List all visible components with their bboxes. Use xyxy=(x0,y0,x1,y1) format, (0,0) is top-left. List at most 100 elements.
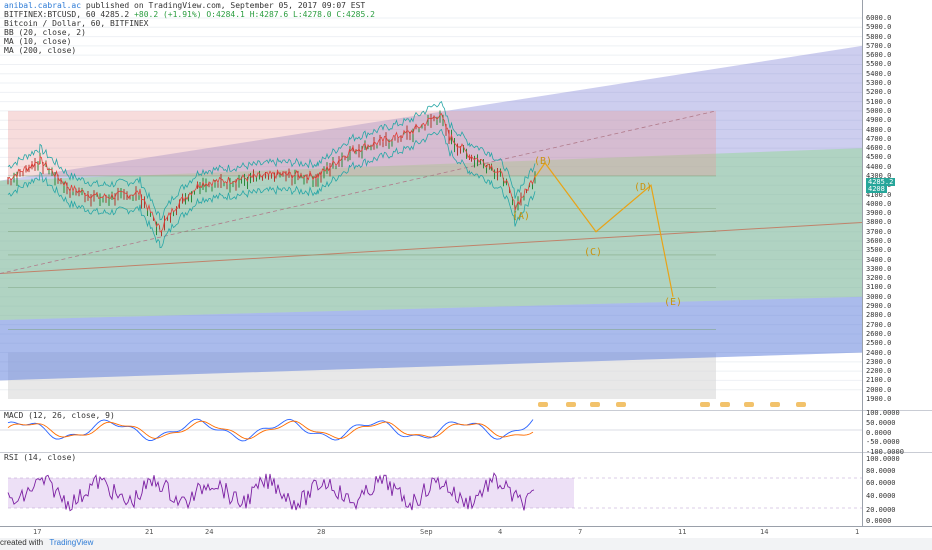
price-tick-label: 5300.0 xyxy=(866,79,892,88)
event-marker xyxy=(566,402,576,407)
event-marker xyxy=(616,402,626,407)
macd-pane[interactable] xyxy=(0,410,862,452)
wave-label-c: (C) xyxy=(584,247,603,258)
price-tick-label: 2300.0 xyxy=(866,357,892,366)
footer: created with TradingView xyxy=(0,538,932,550)
time-tick-label: 24 xyxy=(205,528,214,536)
author-link[interactable]: anibal.cabral.ac xyxy=(4,1,82,10)
pane-divider[interactable] xyxy=(0,452,932,453)
last-price: 4285.2 xyxy=(100,10,130,19)
time-tick-label: 17 xyxy=(33,528,42,536)
time-axis[interactable] xyxy=(0,526,932,539)
price-tick-label: 4700.0 xyxy=(866,134,892,143)
time-tick-label: 14 xyxy=(760,528,769,536)
price-tick-label: 4100.0 xyxy=(866,190,892,199)
price-tick-label: 5900.0 xyxy=(866,23,892,32)
event-marker xyxy=(744,402,754,407)
pitchfork-green-zone xyxy=(0,148,862,321)
rsi-tick-label: 0.0000 xyxy=(866,517,892,525)
time-tick-label: 1 xyxy=(855,528,860,536)
macd-tick-label: 50.0000 xyxy=(866,419,896,427)
wave-projection-line xyxy=(534,161,674,297)
rsi-band xyxy=(8,478,574,508)
price-tick-label: 5800.0 xyxy=(866,32,892,41)
price-tick-label: 4600.0 xyxy=(866,144,892,153)
price-axis[interactable] xyxy=(862,0,932,526)
price-tick-label: 6000.0 xyxy=(866,14,892,22)
price-tick-label: 3200.0 xyxy=(866,274,892,283)
ohlc-values: O:4284.1 H:4287.6 L:4278.0 C:4285.2 xyxy=(206,10,375,19)
publish-info: anibal.cabral.ac published on TradingVie… xyxy=(4,1,365,10)
price-tick-label: 4400.0 xyxy=(866,162,892,171)
price-tick-label: 3100.0 xyxy=(866,283,892,292)
indicator-ma200[interactable]: MA (200, close) xyxy=(4,46,77,55)
time-tick-label: 7 xyxy=(578,528,583,536)
price-tick-label: 5100.0 xyxy=(866,97,892,106)
price-tick-label: 4300.0 xyxy=(866,171,892,180)
ma10-line xyxy=(7,113,536,233)
change-value: +80.2 (+1.91%) xyxy=(134,10,202,19)
macd-line xyxy=(7,418,534,442)
price-tick-label: 5600.0 xyxy=(866,51,892,60)
indicator-ma10[interactable]: MA (10, close) xyxy=(4,37,72,46)
price-tick-label: 2900.0 xyxy=(866,302,892,311)
time-tick-label: Sep xyxy=(420,528,433,536)
price-tick-label: 3600.0 xyxy=(866,237,892,246)
wave-label-d: (D) xyxy=(634,182,653,193)
last-price-tag: 4285.2 xyxy=(866,178,896,186)
rsi-chart xyxy=(7,472,862,512)
wave-label-e: (E) xyxy=(664,297,683,308)
price-tick-label: 2800.0 xyxy=(866,311,892,320)
macd-tick-label: -100.0000 xyxy=(866,448,904,456)
price-tick-label: 2600.0 xyxy=(866,329,892,338)
time-tick-label: 21 xyxy=(145,528,154,536)
price-tick-label: 3500.0 xyxy=(866,246,892,255)
time-tick-label: 28 xyxy=(317,528,326,536)
price-tick-label: 2700.0 xyxy=(866,320,892,329)
price-chart-pane[interactable] xyxy=(0,0,862,410)
ma-price-tag: 4208 xyxy=(866,185,887,193)
macd-label[interactable]: MACD (12, 26, close, 9) xyxy=(4,411,115,420)
price-tick-label: 1900.0 xyxy=(866,395,892,403)
price-chart xyxy=(0,17,862,407)
price-tick-label: 4900.0 xyxy=(866,116,892,125)
event-marker xyxy=(770,402,780,407)
price-tick-label: 3400.0 xyxy=(866,255,892,264)
ticker-line: BITFINEX:BTCUSD, 60 4285.2 +80.2 (+1.91%… xyxy=(4,10,375,19)
event-marker xyxy=(538,402,548,407)
price-tick-label: 2400.0 xyxy=(866,348,892,357)
rsi-pane[interactable] xyxy=(0,452,862,526)
trend-dashed-line xyxy=(0,110,717,274)
pitchfork-outer-channel xyxy=(0,45,862,381)
time-tick-label: 11 xyxy=(678,528,687,536)
price-tick-label: 3800.0 xyxy=(866,218,892,227)
projection-zone xyxy=(8,352,716,399)
indicator-bb[interactable]: BB (20, close, 2) xyxy=(4,28,86,37)
rsi-tick-label: 20.0000 xyxy=(866,506,896,514)
price-tick-label: 4000.0 xyxy=(866,199,892,208)
price-tick-label: 5500.0 xyxy=(866,60,892,69)
price-tick-label: 3900.0 xyxy=(866,209,892,218)
macd-tick-label: 0.0000 xyxy=(866,429,892,437)
time-tick-label: 4 xyxy=(498,528,503,536)
price-tick-label: 5200.0 xyxy=(866,88,892,97)
bb-upper-band xyxy=(7,100,536,221)
price-tick-label: 3000.0 xyxy=(866,292,892,301)
signal-line xyxy=(7,420,534,440)
rsi-tick-label: 100.0000 xyxy=(866,455,900,463)
macd-chart xyxy=(0,418,862,442)
rsi-label[interactable]: RSI (14, close) xyxy=(4,453,77,462)
macd-tick-label: 100.0000 xyxy=(866,409,900,417)
price-tick-label: 2100.0 xyxy=(866,376,892,385)
price-tick-label: 2000.0 xyxy=(866,385,892,394)
pane-divider[interactable] xyxy=(0,410,932,411)
price-tick-label: 2500.0 xyxy=(866,339,892,348)
bb-lower-band xyxy=(7,128,536,249)
event-marker xyxy=(590,402,600,407)
symbol-title: Bitcoin / Dollar, 60, BITFINEX xyxy=(4,19,149,28)
tradingview-logo[interactable]: TradingView xyxy=(49,538,94,547)
event-marker xyxy=(700,402,710,407)
published-note: published on TradingView.com, September … xyxy=(85,1,366,10)
event-marker xyxy=(720,402,730,407)
wave-label-a: (A) xyxy=(512,211,531,222)
